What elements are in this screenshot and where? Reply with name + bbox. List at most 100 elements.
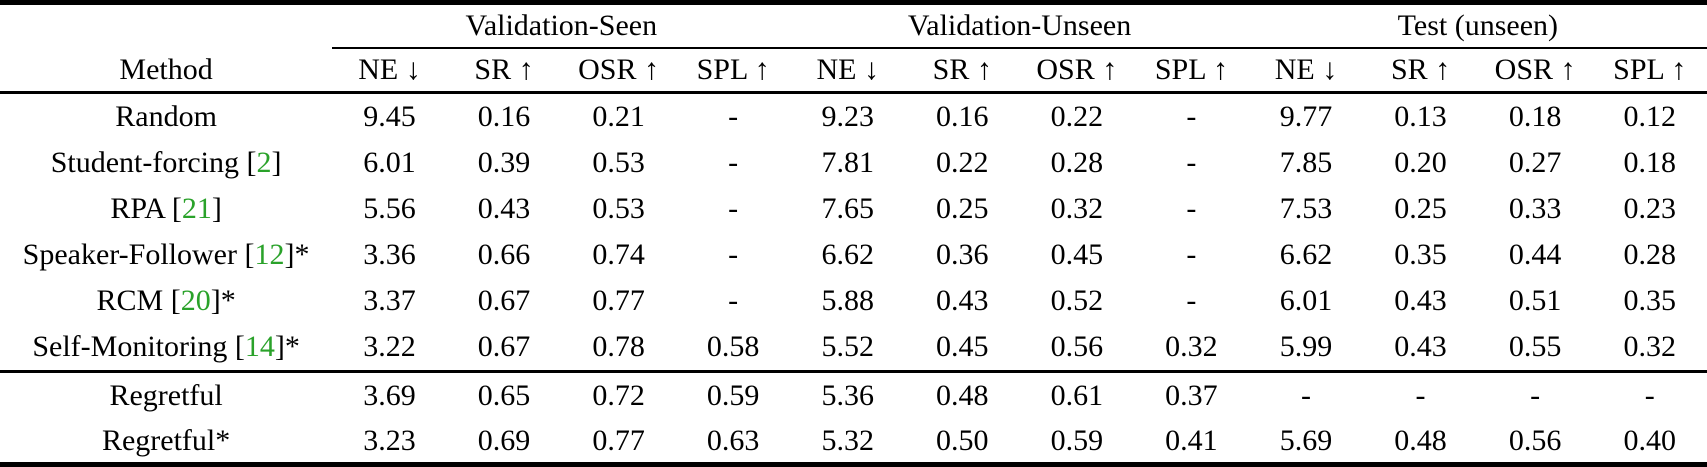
method-cell: RCM [20]* (96, 284, 236, 317)
table-row: Student-forcing [2] 6.01 0.39 0.53 - 7.81 0.22… (0, 140, 1707, 186)
value-cell: 0.16 (936, 100, 989, 133)
value-cell: 0.74 (592, 238, 645, 271)
value-cell: 5.32 (821, 423, 874, 457)
group-header-test-unseen: Test (unseen) (1397, 9, 1559, 42)
value-cell: 0.66 (477, 238, 531, 271)
value-cell: 0.37 (1134, 370, 1249, 419)
value-cell: 9.45 (363, 100, 416, 133)
value-cell: - (728, 284, 739, 317)
value-cell: 0.53 (592, 192, 645, 225)
value-cell: 7.65 (821, 192, 874, 225)
value-cell: 3.69 (332, 370, 447, 419)
value-cell: 0.35 (1394, 238, 1447, 271)
value-cell: 5.99 (1279, 330, 1333, 363)
value-cell: - (1363, 370, 1478, 419)
table-row: Regretful 3.69 0.65 0.72 0.59 5.36 0.48 0.61 0.3… (0, 370, 1707, 419)
value-cell: 6.01 (1279, 284, 1333, 317)
value-cell: 0.48 (904, 370, 1020, 419)
value-cell: 0.32 (1050, 192, 1104, 225)
value-cell: 0.25 (936, 192, 989, 225)
method-name: RCM (96, 284, 164, 317)
value-cell: 0.43 (477, 192, 531, 225)
value-cell: 0.61 (1019, 370, 1135, 419)
column-header-spl-seen: SPL ↑ (675, 47, 791, 94)
value-cell: 5.52 (821, 330, 874, 363)
value-cell: 0.67 (477, 284, 531, 317)
value-cell: 0.23 (1623, 192, 1676, 225)
value-cell: 6.62 (821, 238, 874, 271)
method-cell: Regretful (0, 370, 333, 419)
value-cell: 0.18 (1508, 100, 1562, 133)
value-cell: 5.36 (790, 370, 905, 419)
value-cell: 3.37 (363, 284, 416, 317)
value-cell: 7.53 (1279, 192, 1333, 225)
citation-number[interactable]: 14 (244, 330, 275, 363)
value-cell: 0.44 (1508, 238, 1562, 271)
value-cell: 0.45 (936, 330, 989, 363)
method-name: RPA (110, 192, 165, 225)
table-row: RCM [20]* 3.37 0.67 0.77 - 5.88 0.43 0.52 - 6.01 0… (0, 278, 1707, 324)
value-cell: - (728, 192, 739, 225)
value-cell: 0.16 (477, 100, 531, 133)
value-cell: 0.25 (1394, 192, 1447, 225)
table-row: Regretful* 3.23 0.69 0.77 0.63 5.32 0.50 0.59 0.… (0, 419, 1707, 465)
method-name: Self-Monitoring (32, 330, 228, 363)
column-header-ne-seen: NE ↓ (332, 47, 447, 94)
value-cell: 0.65 (446, 370, 562, 419)
value-cell: 0.77 (592, 284, 645, 317)
method-cell: Student-forcing [2] (50, 146, 282, 179)
value-cell: - (1248, 370, 1364, 419)
value-cell: 0.63 (706, 423, 760, 457)
value-cell: 0.51 (1508, 284, 1562, 317)
method-name: Random (115, 100, 217, 133)
citation-number[interactable]: 12 (254, 238, 285, 271)
value-cell: - (1186, 284, 1197, 317)
value-cell: - (1477, 370, 1593, 419)
value-cell: - (728, 146, 739, 179)
value-cell: 0.59 (1050, 423, 1104, 457)
value-cell: 0.40 (1623, 423, 1676, 457)
value-cell: 0.28 (1623, 238, 1676, 271)
method-cell: Regretful* (101, 423, 231, 457)
value-cell: 0.35 (1623, 284, 1676, 317)
table-row: Self-Monitoring [14]* 3.22 0.67 0.78 0.58 5.5… (0, 324, 1707, 372)
value-cell: 0.72 (561, 370, 676, 419)
method-name: Regretful (109, 379, 223, 412)
column-header-sr-seen: SR ↑ (446, 47, 562, 94)
value-cell: 0.43 (1394, 330, 1447, 363)
value-cell: 3.23 (363, 423, 416, 457)
column-header-spl-unseen: SPL ↑ (1134, 47, 1249, 94)
citation-number[interactable]: 2 (256, 146, 272, 179)
method-name: Regretful (101, 423, 216, 457)
column-header-osr-test: OSR ↑ (1477, 47, 1593, 94)
group-header-row: Validation-Seen Validation-Unseen Test (… (0, 3, 1707, 49)
table-row: RPA [21] 5.56 0.43 0.53 - 7.65 0.25 0.32 - 7.53 0.… (0, 186, 1707, 232)
value-cell: 0.69 (477, 423, 531, 457)
value-cell: - (1186, 100, 1197, 133)
value-cell: 0.48 (1394, 423, 1447, 457)
citation-number[interactable]: 21 (181, 192, 212, 225)
table-row: Random 9.45 0.16 0.21 - 9.23 0.16 0.22 - 9.77 0.13… (0, 93, 1707, 141)
group-header-validation-seen: Validation-Seen (465, 9, 658, 42)
value-cell: 0.33 (1508, 192, 1562, 225)
value-cell: 0.78 (592, 330, 645, 363)
value-cell: 0.53 (592, 146, 645, 179)
value-cell: 9.77 (1279, 100, 1333, 133)
group-header-validation-unseen: Validation-Unseen (907, 9, 1132, 42)
value-cell: 5.69 (1279, 423, 1333, 457)
column-header-sr-unseen: SR ↑ (904, 47, 1020, 94)
value-cell: 0.77 (592, 423, 645, 457)
value-cell: 0.41 (1165, 423, 1218, 457)
method-cell: RPA [21] (110, 192, 222, 225)
value-cell: 0.43 (1394, 284, 1447, 317)
value-cell: 0.52 (1050, 284, 1104, 317)
value-cell: 6.01 (363, 146, 416, 179)
citation-number[interactable]: 20 (180, 284, 211, 317)
value-cell: 0.20 (1394, 146, 1447, 179)
column-header-ne-test: NE ↓ (1248, 47, 1364, 94)
value-cell: 0.50 (936, 423, 989, 457)
value-cell: 0.55 (1508, 330, 1562, 363)
value-cell: 0.39 (477, 146, 531, 179)
value-cell: 0.22 (936, 146, 989, 179)
table-row: Speaker-Follower [12]* 3.36 0.66 0.74 - 6.62 0… (0, 232, 1707, 278)
